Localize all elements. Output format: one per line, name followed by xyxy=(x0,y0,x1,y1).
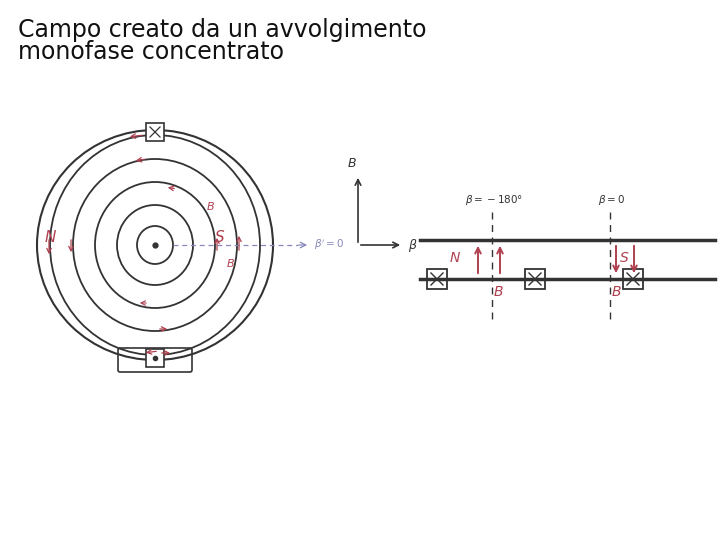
Text: S: S xyxy=(620,251,629,265)
Text: B: B xyxy=(611,285,621,299)
Text: monofase concentrato: monofase concentrato xyxy=(18,40,284,64)
Bar xyxy=(623,269,643,289)
Text: $\beta$: $\beta$ xyxy=(408,237,418,253)
Text: N: N xyxy=(449,251,460,265)
Bar xyxy=(146,123,164,141)
Text: B: B xyxy=(227,259,235,269)
Bar xyxy=(146,349,164,367)
Text: B: B xyxy=(493,285,503,299)
Text: N: N xyxy=(45,230,55,245)
Text: B: B xyxy=(348,157,356,170)
Text: B: B xyxy=(207,202,215,212)
Text: $\beta=-180°$: $\beta=-180°$ xyxy=(465,193,523,207)
Bar xyxy=(427,269,447,289)
Bar xyxy=(525,269,545,289)
Text: Campo creato da un avvolgimento: Campo creato da un avvolgimento xyxy=(18,18,426,42)
Text: $\beta=0$: $\beta=0$ xyxy=(598,193,626,207)
Text: S: S xyxy=(215,230,225,245)
Text: $\beta^{\prime}=0$: $\beta^{\prime}=0$ xyxy=(314,238,344,252)
